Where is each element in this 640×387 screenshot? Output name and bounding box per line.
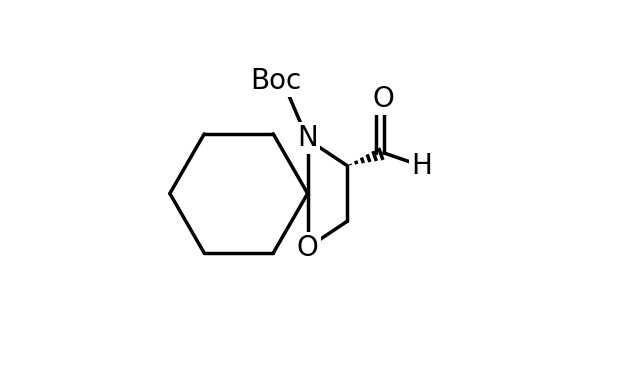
Text: O: O (297, 235, 319, 262)
Text: N: N (297, 124, 318, 152)
Text: Boc: Boc (250, 67, 301, 95)
Text: H: H (412, 152, 432, 180)
Text: O: O (373, 85, 395, 113)
